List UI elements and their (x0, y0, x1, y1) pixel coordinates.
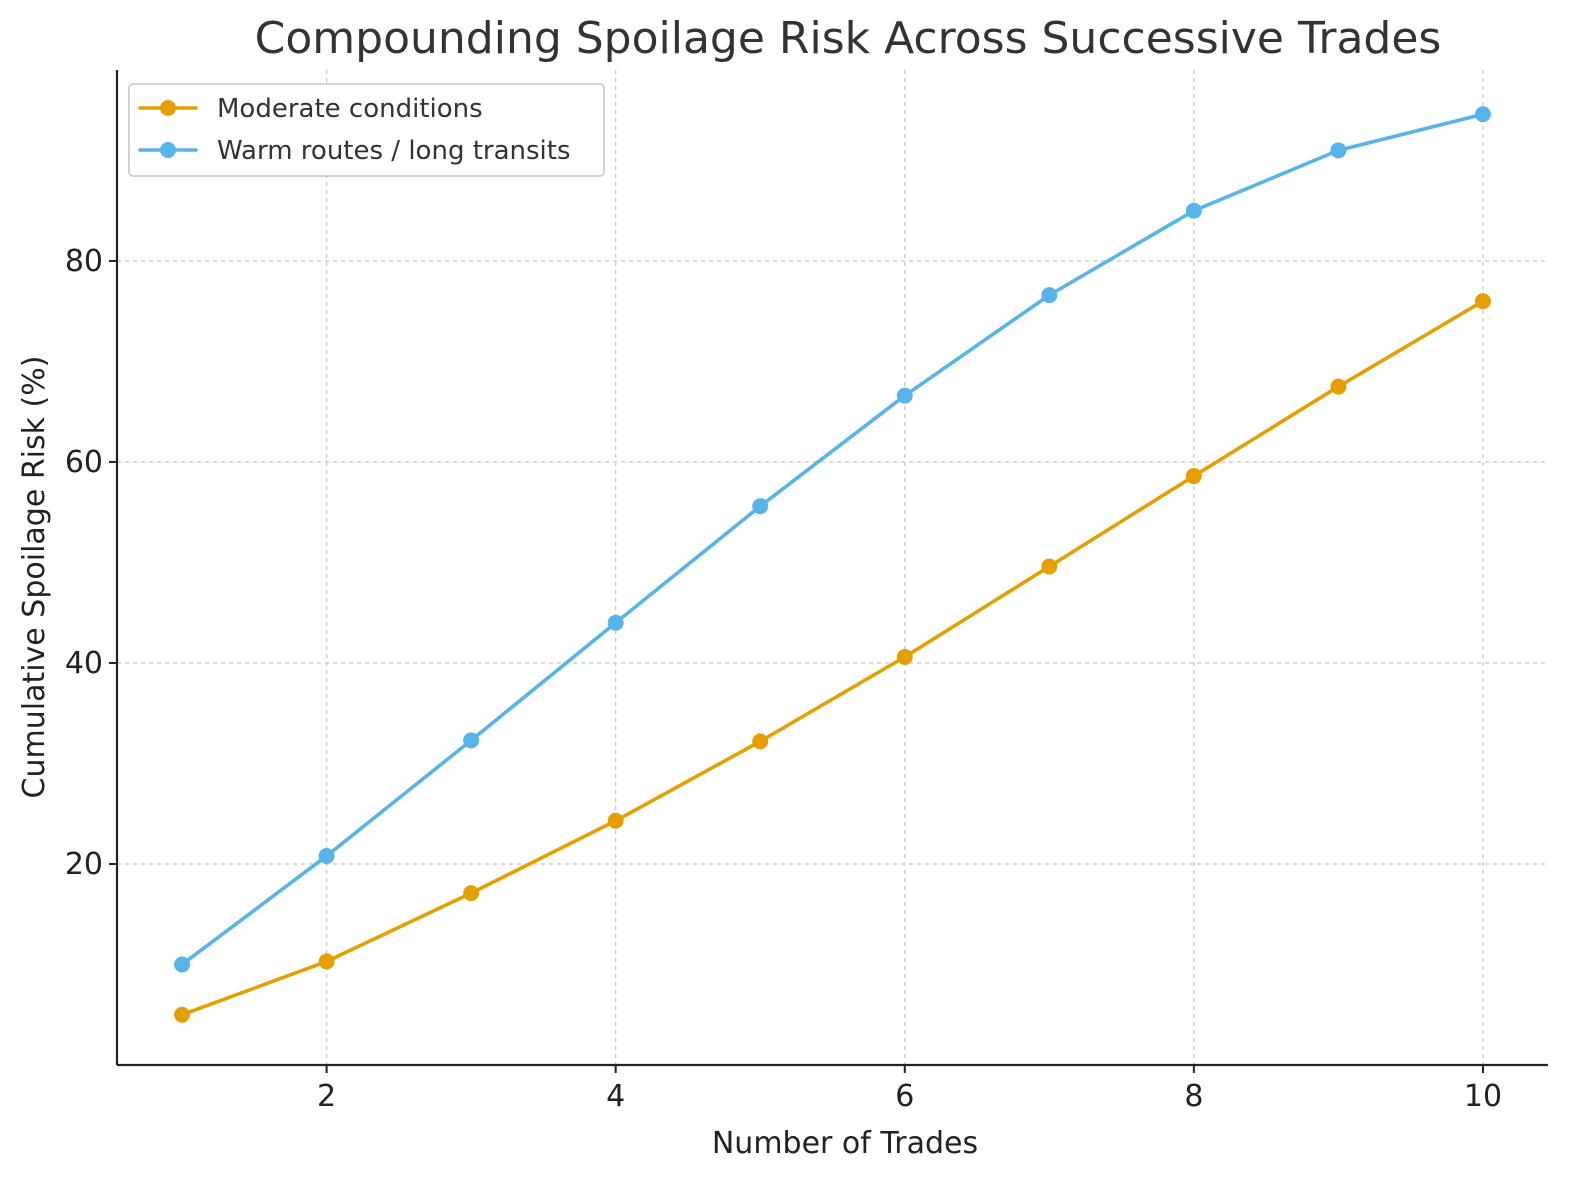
data-point-warm-routes-long-transits (607, 614, 624, 631)
x-tick-label: 6 (895, 1079, 914, 1114)
y-tick-label: 60 (65, 445, 103, 480)
series-line-warm-routes-long-transits (180, 112, 1485, 967)
grid-layer (117, 70, 1548, 1065)
data-point-warm-routes-long-transits (463, 732, 480, 749)
x-tick-label: 10 (1464, 1079, 1502, 1114)
data-point-warm-routes-long-transits (896, 387, 913, 404)
data-point-warm-routes-long-transits (1185, 202, 1202, 219)
y-tick-label: 80 (65, 244, 103, 279)
data-point-moderate-conditions (174, 1006, 191, 1023)
x-tick-label: 4 (606, 1079, 625, 1114)
legend-marker-moderate-conditions (160, 100, 176, 116)
legend-label-moderate-conditions: Moderate conditions (217, 94, 483, 124)
data-point-warm-routes-long-transits (174, 956, 191, 973)
legend-marker-warm-routes-long-transits (160, 142, 176, 158)
data-point-moderate-conditions (607, 812, 624, 829)
data-point-moderate-conditions (896, 648, 913, 665)
x-axis-label: Number of Trades (712, 1126, 978, 1161)
data-point-moderate-conditions (1330, 378, 1347, 395)
data-point-moderate-conditions (752, 733, 769, 750)
data-point-warm-routes-long-transits (752, 498, 769, 515)
series-layer (174, 106, 1491, 1023)
legend-label-warm-routes-long-transits: Warm routes / long transits (217, 136, 571, 166)
data-point-moderate-conditions (1041, 558, 1058, 575)
x-tick-label: 2 (317, 1079, 336, 1114)
axes-layer: 2 4 6 8 10 20 40 60 80 (65, 70, 1548, 1114)
legend-box (128, 83, 605, 177)
y-tick-label: 20 (65, 847, 103, 882)
series-line-moderate-conditions (180, 299, 1485, 1017)
data-point-warm-routes-long-transits (1041, 287, 1058, 304)
x-tick-label: 8 (1184, 1079, 1203, 1114)
data-point-moderate-conditions (1474, 293, 1491, 310)
data-point-moderate-conditions (1185, 468, 1202, 485)
data-point-warm-routes-long-transits (1474, 106, 1491, 123)
data-point-warm-routes-long-transits (318, 847, 335, 864)
y-tick-label: 40 (65, 646, 103, 681)
legend: Moderate conditions Warm routes / long tr… (128, 83, 605, 177)
chart-title: Compounding Spoilage Risk Across Success… (255, 13, 1442, 64)
data-point-warm-routes-long-transits (1330, 142, 1347, 159)
y-axis-label: Cumulative Spoilage Risk (%) (17, 356, 52, 799)
data-point-moderate-conditions (318, 953, 335, 970)
data-point-moderate-conditions (463, 885, 480, 902)
